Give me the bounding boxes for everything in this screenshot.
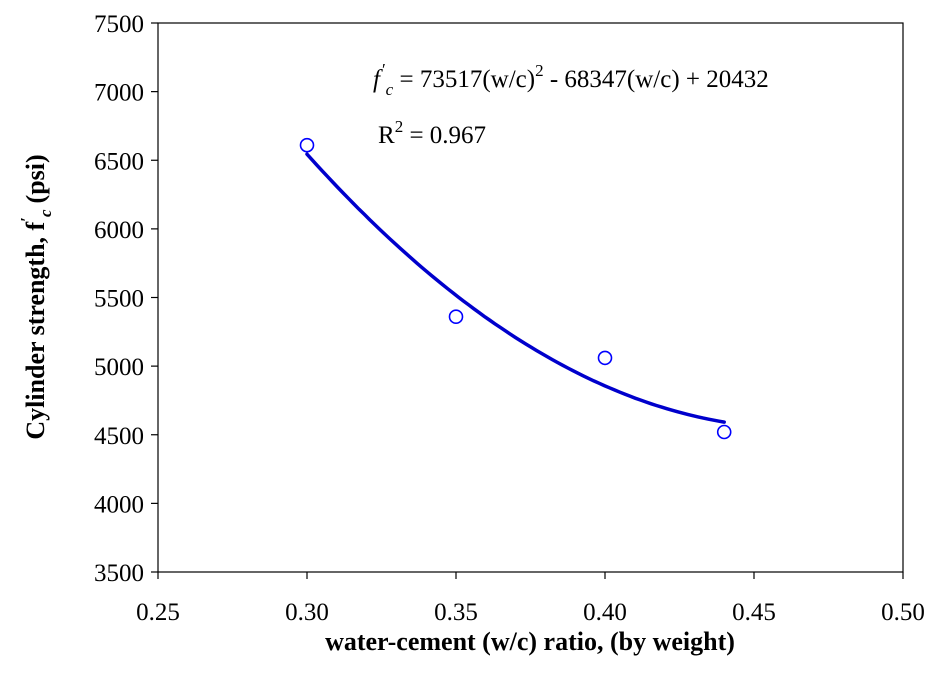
y-tick-label: 6500 (94, 148, 144, 175)
y-tick-label: 4500 (94, 423, 144, 450)
data-point (716, 424, 732, 440)
trendline-layer (305, 152, 726, 424)
data-point (448, 309, 464, 325)
x-tick-label: 0.35 (434, 599, 478, 626)
x-tick-label: 0.40 (583, 599, 627, 626)
y-axis: 3500 4000 4500 5000 5500 6000 6500 7000 7500 (94, 11, 158, 587)
x-axis: 0.25 0.30 0.35 0.40 0.45 0.50 (136, 572, 925, 626)
y-tick-label: 5500 (94, 286, 144, 313)
y-tick-label: 7500 (94, 11, 144, 38)
x-tick-label: 0.25 (136, 599, 180, 626)
x-tick-label: 0.45 (732, 599, 776, 626)
y-tick-label: 7000 (94, 80, 144, 107)
y-tick-label: 5000 (94, 354, 144, 381)
y-axis-title: Cylinder strength, f′c(psi) (17, 154, 55, 439)
x-axis-title: water-cement (w/c) ratio, (by weight) (325, 627, 735, 656)
y-tick-label: 3500 (94, 560, 144, 587)
trendline (305, 152, 726, 424)
x-tick-label: 0.30 (285, 599, 329, 626)
data-point (299, 137, 315, 153)
data-points (299, 137, 732, 440)
equation-annotation: f ′c = 73517(w/c)2 - 68347(w/c) + 20432 (373, 60, 769, 99)
data-point (597, 350, 613, 366)
r-squared-annotation: R2 = 0.967 (378, 117, 486, 149)
y-tick-label: 6000 (94, 217, 144, 244)
plot-area (157, 22, 904, 573)
y-tick-label: 4000 (94, 491, 144, 518)
x-tick-label: 0.50 (881, 599, 925, 626)
